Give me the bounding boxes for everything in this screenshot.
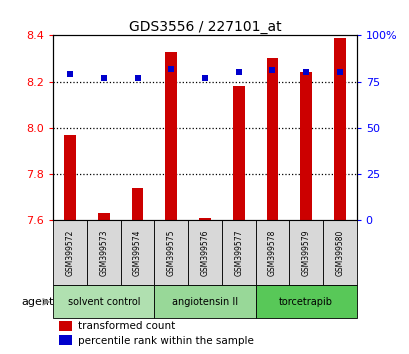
Bar xyxy=(53,220,87,285)
Bar xyxy=(255,220,289,285)
Bar xyxy=(154,285,255,318)
Bar xyxy=(165,52,177,220)
Text: GSM399577: GSM399577 xyxy=(234,229,243,276)
Text: GSM399572: GSM399572 xyxy=(65,229,74,276)
Bar xyxy=(154,220,188,285)
Text: GSM399580: GSM399580 xyxy=(335,229,344,276)
Bar xyxy=(333,38,345,220)
Text: angiotensin II: angiotensin II xyxy=(171,297,238,307)
Bar xyxy=(221,220,255,285)
Bar xyxy=(289,220,322,285)
Bar xyxy=(266,58,278,220)
Text: agent: agent xyxy=(21,297,53,307)
Text: percentile rank within the sample: percentile rank within the sample xyxy=(77,336,253,346)
Text: torcetrapib: torcetrapib xyxy=(279,297,333,307)
Text: GSM399576: GSM399576 xyxy=(200,229,209,276)
Bar xyxy=(120,220,154,285)
Bar xyxy=(98,213,110,220)
Title: GDS3556 / 227101_at: GDS3556 / 227101_at xyxy=(128,21,281,34)
Bar xyxy=(199,218,210,220)
Text: GSM399574: GSM399574 xyxy=(133,229,142,276)
Text: GSM399578: GSM399578 xyxy=(267,229,276,276)
Bar xyxy=(299,72,311,220)
Text: GSM399575: GSM399575 xyxy=(166,229,175,276)
Bar xyxy=(188,220,221,285)
Text: solvent control: solvent control xyxy=(67,297,140,307)
Text: GSM399573: GSM399573 xyxy=(99,229,108,276)
Bar xyxy=(64,135,76,220)
Bar xyxy=(322,220,356,285)
Text: transformed count: transformed count xyxy=(77,321,174,331)
Bar xyxy=(59,336,71,346)
Bar xyxy=(53,285,154,318)
Bar xyxy=(87,220,120,285)
Bar xyxy=(59,321,71,331)
Bar xyxy=(232,86,244,220)
Bar xyxy=(255,285,356,318)
Text: GSM399579: GSM399579 xyxy=(301,229,310,276)
Bar xyxy=(131,188,143,220)
